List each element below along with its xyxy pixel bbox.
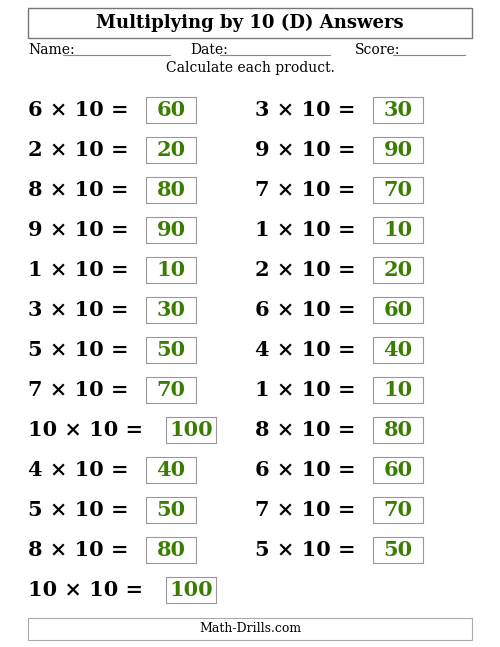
FancyBboxPatch shape (373, 97, 423, 123)
Text: 4 × 10 =: 4 × 10 = (28, 460, 128, 480)
FancyBboxPatch shape (373, 297, 423, 323)
Text: 60: 60 (156, 100, 186, 120)
Text: Score:: Score: (355, 43, 401, 57)
FancyBboxPatch shape (146, 537, 196, 563)
Text: 2 × 10 =: 2 × 10 = (255, 260, 356, 280)
Text: 10: 10 (384, 220, 412, 240)
Text: 30: 30 (156, 300, 186, 320)
FancyBboxPatch shape (373, 497, 423, 523)
Text: 10: 10 (384, 380, 412, 400)
FancyBboxPatch shape (28, 618, 472, 640)
Text: Calculate each product.: Calculate each product. (166, 61, 334, 75)
FancyBboxPatch shape (166, 577, 216, 603)
Text: 7 × 10 =: 7 × 10 = (255, 180, 356, 200)
Text: Multiplying by 10 (D) Answers: Multiplying by 10 (D) Answers (96, 14, 404, 32)
Text: 8 × 10 =: 8 × 10 = (255, 420, 356, 440)
FancyBboxPatch shape (146, 97, 196, 123)
Text: 5 × 10 =: 5 × 10 = (28, 500, 128, 520)
Text: 30: 30 (384, 100, 412, 120)
FancyBboxPatch shape (373, 377, 423, 403)
Text: 50: 50 (156, 500, 186, 520)
FancyBboxPatch shape (373, 177, 423, 203)
Text: 90: 90 (156, 220, 186, 240)
Text: 6 × 10 =: 6 × 10 = (28, 100, 128, 120)
Text: 100: 100 (169, 420, 213, 440)
Text: 9 × 10 =: 9 × 10 = (255, 140, 356, 160)
Text: 10 × 10 =: 10 × 10 = (28, 580, 143, 600)
FancyBboxPatch shape (373, 217, 423, 243)
Text: 3 × 10 =: 3 × 10 = (255, 100, 356, 120)
FancyBboxPatch shape (146, 177, 196, 203)
FancyBboxPatch shape (146, 497, 196, 523)
Text: 8 × 10 =: 8 × 10 = (28, 540, 128, 560)
Text: 5 × 10 =: 5 × 10 = (255, 540, 356, 560)
FancyBboxPatch shape (373, 537, 423, 563)
FancyBboxPatch shape (146, 257, 196, 283)
Text: 60: 60 (384, 300, 412, 320)
FancyBboxPatch shape (146, 297, 196, 323)
Text: Math-Drills.com: Math-Drills.com (199, 622, 301, 635)
Text: 70: 70 (384, 500, 412, 520)
FancyBboxPatch shape (373, 337, 423, 363)
FancyBboxPatch shape (166, 417, 216, 443)
Text: 50: 50 (384, 540, 412, 560)
Text: 9 × 10 =: 9 × 10 = (28, 220, 128, 240)
Text: 2 × 10 =: 2 × 10 = (28, 140, 128, 160)
Text: 80: 80 (156, 180, 186, 200)
Text: Date:: Date: (190, 43, 228, 57)
Text: 8 × 10 =: 8 × 10 = (28, 180, 128, 200)
FancyBboxPatch shape (373, 257, 423, 283)
Text: 40: 40 (156, 460, 186, 480)
Text: 70: 70 (156, 380, 186, 400)
FancyBboxPatch shape (146, 137, 196, 163)
Text: 10 × 10 =: 10 × 10 = (28, 420, 143, 440)
Text: 60: 60 (384, 460, 412, 480)
Text: 1 × 10 =: 1 × 10 = (255, 380, 356, 400)
Text: 10: 10 (156, 260, 186, 280)
FancyBboxPatch shape (373, 417, 423, 443)
Text: 1 × 10 =: 1 × 10 = (28, 260, 128, 280)
Text: 6 × 10 =: 6 × 10 = (255, 460, 356, 480)
Text: 50: 50 (156, 340, 186, 360)
FancyBboxPatch shape (146, 337, 196, 363)
Text: 40: 40 (384, 340, 412, 360)
Text: 70: 70 (384, 180, 412, 200)
Text: 100: 100 (169, 580, 213, 600)
Text: 6 × 10 =: 6 × 10 = (255, 300, 356, 320)
Text: 1 × 10 =: 1 × 10 = (255, 220, 356, 240)
FancyBboxPatch shape (146, 217, 196, 243)
FancyBboxPatch shape (146, 457, 196, 483)
Text: Name:: Name: (28, 43, 74, 57)
Text: 4 × 10 =: 4 × 10 = (255, 340, 356, 360)
Text: 20: 20 (384, 260, 412, 280)
Text: 5 × 10 =: 5 × 10 = (28, 340, 128, 360)
FancyBboxPatch shape (373, 137, 423, 163)
FancyBboxPatch shape (28, 8, 472, 38)
Text: 7 × 10 =: 7 × 10 = (28, 380, 128, 400)
Text: 20: 20 (156, 140, 186, 160)
FancyBboxPatch shape (373, 457, 423, 483)
FancyBboxPatch shape (146, 377, 196, 403)
Text: 7 × 10 =: 7 × 10 = (255, 500, 356, 520)
Text: 90: 90 (384, 140, 412, 160)
Text: 80: 80 (384, 420, 412, 440)
Text: 3 × 10 =: 3 × 10 = (28, 300, 128, 320)
Text: 80: 80 (156, 540, 186, 560)
